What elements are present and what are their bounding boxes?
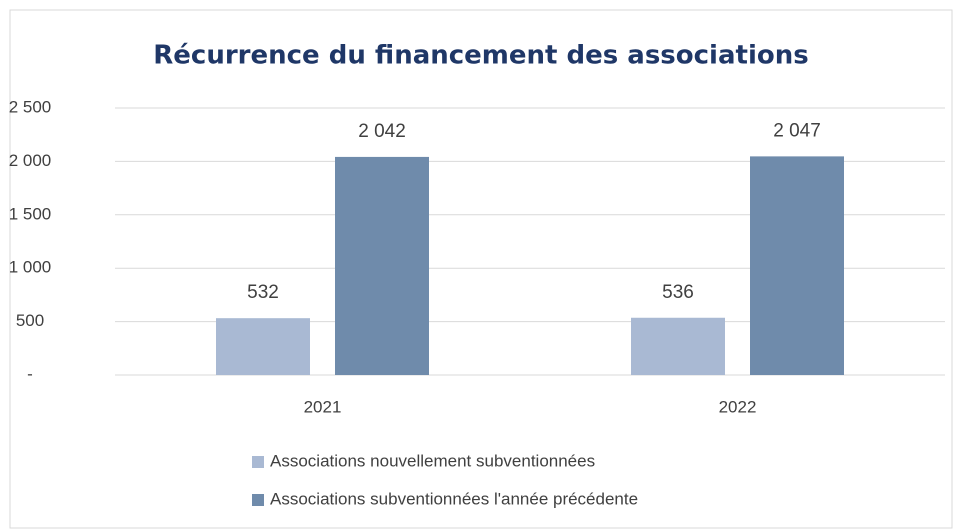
- y-tick-label: 1 000: [9, 258, 52, 277]
- value-label: 2 047: [773, 120, 821, 141]
- chart-title: Récurrence du financement des associatio…: [153, 41, 808, 71]
- bar: [335, 156, 429, 375]
- bar: [750, 156, 844, 375]
- y-tick-label: 2 000: [9, 151, 52, 170]
- bar: [631, 317, 725, 375]
- y-tick-label: 2 500: [9, 97, 52, 116]
- x-tick-label: 2021: [304, 397, 342, 416]
- y-tick-label: 1 500: [9, 204, 52, 223]
- legend-label: Associations nouvellement subventionnées: [270, 451, 595, 470]
- y-tick-label: -: [27, 364, 33, 383]
- legend-label: Associations subventionnées l'année préc…: [270, 489, 638, 508]
- legend-swatch: [252, 456, 264, 468]
- legend-swatch: [252, 494, 264, 506]
- value-label: 2 042: [358, 121, 406, 142]
- value-label: 536: [662, 282, 694, 303]
- y-tick-label: 500: [16, 311, 44, 330]
- x-tick-label: 2022: [719, 397, 757, 416]
- bar: [216, 318, 310, 375]
- value-label: 532: [247, 282, 279, 303]
